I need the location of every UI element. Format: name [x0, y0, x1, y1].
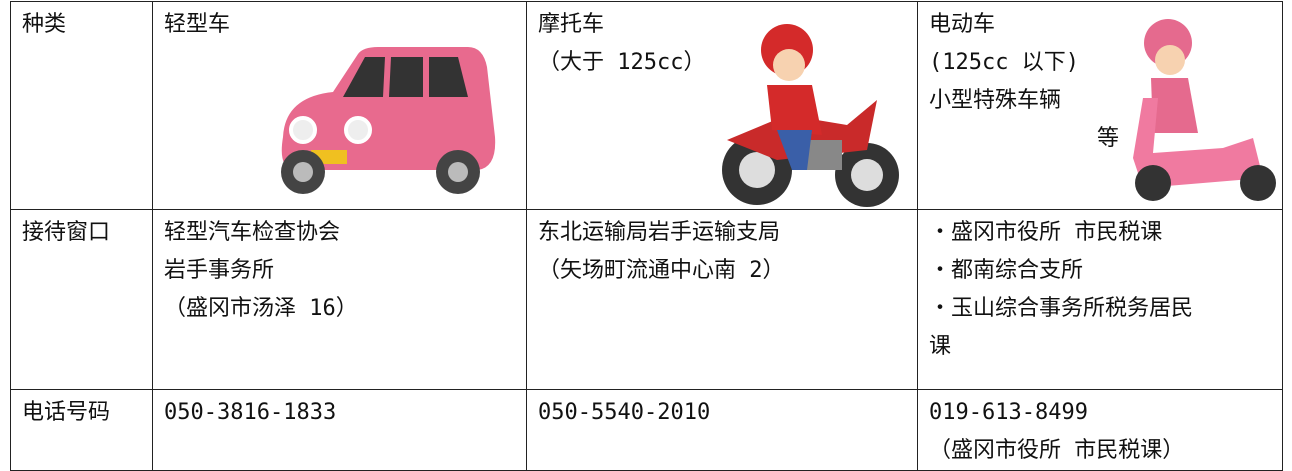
- cell-text: ・玉山综合事务所税务居民: [929, 296, 1194, 321]
- cell-text: ・盛冈市役所 市民税课: [929, 220, 1163, 245]
- cell: 东北运输局岩手运输支局 （矢场町流通中心南 2）: [526, 209, 918, 390]
- cell-text: ・都南综合支所: [929, 258, 1084, 283]
- cell: ・盛冈市役所 市民税课 ・都南综合支所・玉山综合事务所税务居民课: [917, 209, 1283, 390]
- car-illustration: [281, 47, 496, 194]
- cell-text: 东北运输局岩手运输支局: [538, 220, 781, 245]
- cell: 电动车 (125cc 以下) 小型特殊车辆等: [917, 1, 1283, 210]
- cell-text: 等: [1097, 126, 1120, 151]
- cell: 050-3816-1833: [152, 389, 527, 471]
- cell-text: 小型特殊车辆: [929, 88, 1062, 113]
- cell-text: 种类: [22, 12, 67, 37]
- cell-text: （矢场町流通中心南 2）: [538, 258, 785, 283]
- cell-text: 接待窗口: [22, 220, 111, 245]
- row: 电话号码 050-3816-1833 050-5540-2010 019-613-84…: [10, 389, 1283, 471]
- info-table: 种类 轻型车 摩托车 （大于 125cc） 电动车 (125cc 以下) 小型特殊车辆…: [10, 1, 1283, 471]
- scooter-illustration: [1133, 19, 1276, 201]
- row: 接待窗口 轻型汽车检查协会 岩手事务所 （盛冈市汤泽 16） 东北运输局岩手运输支局 （矢…: [10, 209, 1283, 390]
- row: 种类 轻型车 摩托车 （大于 125cc） 电动车 (125cc 以下) 小型特殊车辆…: [10, 1, 1283, 210]
- cell-text: （盛冈市汤泽 16）: [164, 296, 358, 321]
- cell: 050-5540-2010: [526, 389, 918, 471]
- cell-text: 摩托车: [538, 12, 605, 37]
- cell: 电话号码: [10, 389, 153, 471]
- cell: 轻型汽车检查协会 岩手事务所 （盛冈市汤泽 16）: [152, 209, 527, 390]
- cell-text: 050-3816-1833: [164, 400, 337, 425]
- cell-text: 课: [929, 334, 952, 359]
- cell: 种类: [10, 1, 153, 210]
- cell-text: 050-5540-2010: [538, 400, 711, 425]
- cell-text: 轻型汽车检查协会: [164, 220, 341, 245]
- cell-text: 电话号码: [22, 400, 111, 425]
- cell: 摩托车 （大于 125cc）: [526, 1, 918, 210]
- cell-text: 019-613-8499: [929, 400, 1088, 425]
- cell-text: 岩手事务所: [164, 258, 275, 283]
- cell: 轻型车: [152, 1, 527, 210]
- cell: 接待窗口: [10, 209, 153, 390]
- cell: 019-613-8499 （盛冈市役所 市民税课）: [917, 389, 1283, 471]
- motorcycle-illustration: [722, 24, 899, 207]
- cell-text: 电动车: [929, 12, 996, 37]
- cell-text: 轻型车: [164, 12, 231, 37]
- table-body: 种类 轻型车 摩托车 （大于 125cc） 电动车 (125cc 以下) 小型特殊车辆…: [10, 1, 1283, 471]
- cell-text: （盛冈市役所 市民税课）: [929, 438, 1185, 463]
- cell-text: (125cc 以下): [929, 50, 1079, 75]
- cell-text: （大于 125cc）: [538, 50, 706, 75]
